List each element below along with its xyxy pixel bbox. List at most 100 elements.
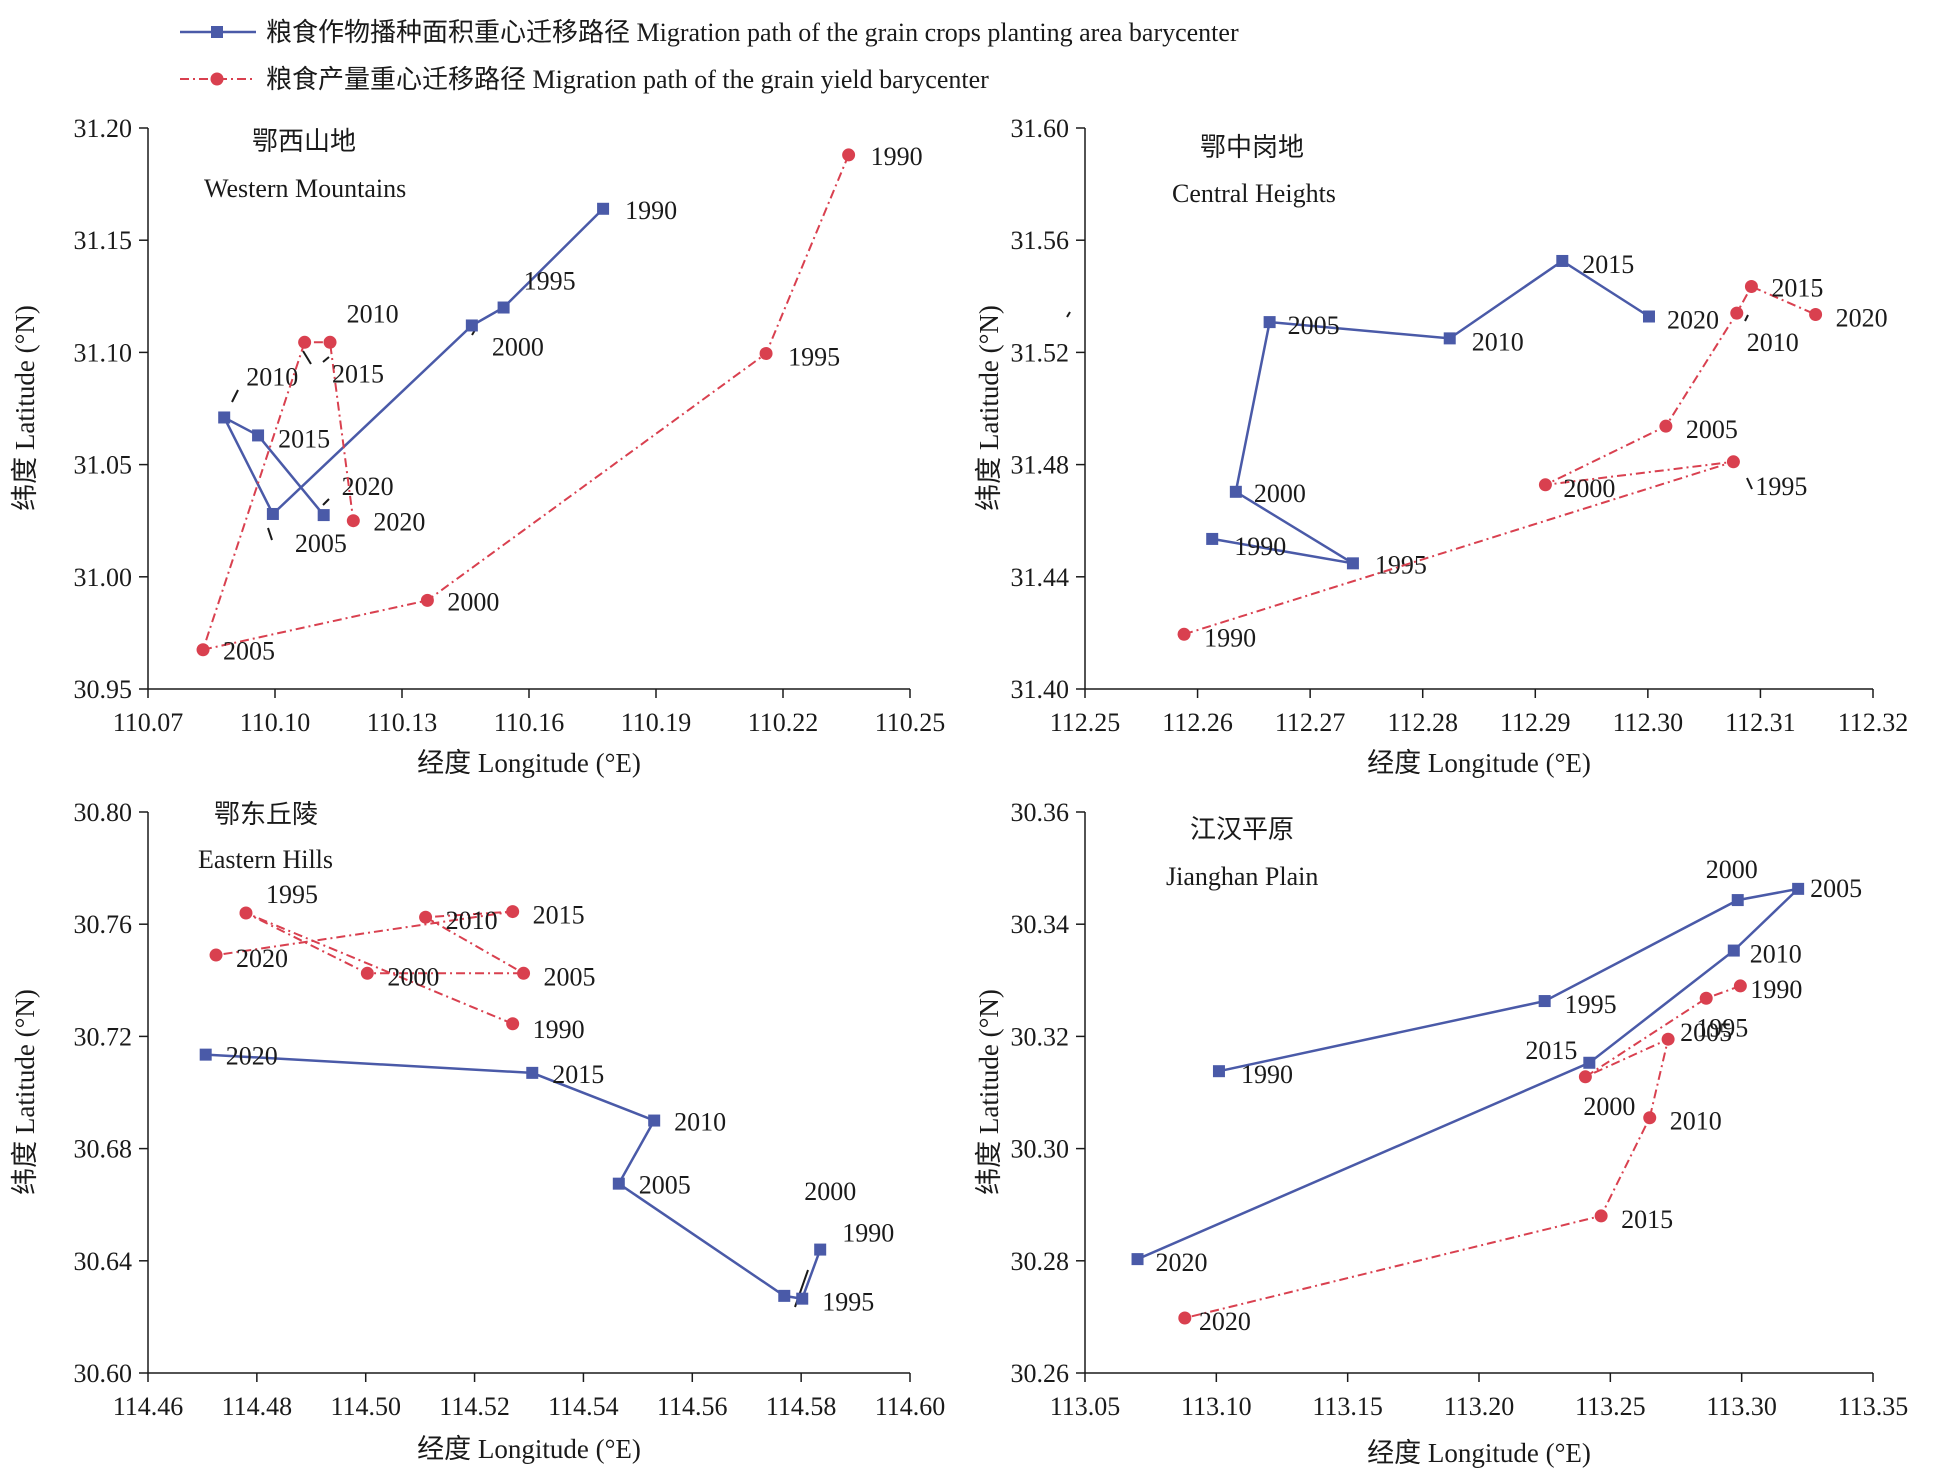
x-tick-label: 113.30 xyxy=(1706,1392,1777,1421)
data-point-square xyxy=(1346,557,1359,570)
x-axis-title: 经度 Longitude (°E) xyxy=(1367,748,1591,778)
data-point-square xyxy=(317,509,330,522)
data-point-square xyxy=(252,429,265,442)
data-point-square xyxy=(497,301,510,314)
label-leader-line xyxy=(1744,314,1749,322)
data-point-circle xyxy=(1733,979,1747,993)
data-point-square xyxy=(1727,944,1740,957)
point-year-label: 1995 xyxy=(788,343,840,372)
x-tick-label: 114.46 xyxy=(113,1392,184,1421)
data-point-square xyxy=(526,1066,539,1079)
panel-title-cn: 鄂东丘陵 xyxy=(214,800,318,829)
data-point-circle xyxy=(1177,627,1191,641)
point-year-label: 2005 xyxy=(544,962,596,991)
y-tick-label: 30.34 xyxy=(1011,910,1070,939)
x-tick-label: 113.05 xyxy=(1050,1392,1121,1421)
data-point-circle xyxy=(346,514,360,528)
data-point-circle xyxy=(1699,991,1713,1005)
x-tick-label: 110.22 xyxy=(748,708,819,737)
point-year-label: 1990 xyxy=(1204,623,1256,652)
point-year-label: 2010 xyxy=(1670,1107,1722,1136)
x-tick-label: 113.20 xyxy=(1444,1392,1515,1421)
point-year-label: 2015 xyxy=(278,424,330,453)
point-year-label: 2015 xyxy=(1771,273,1823,302)
y-axis-title: 纬度 Latitude (°N) xyxy=(974,989,1004,1195)
data-point-square xyxy=(796,1292,809,1305)
point-year-label: 2005 xyxy=(1810,874,1862,903)
point-year-label: 1995 xyxy=(1375,550,1427,579)
data-point-circle xyxy=(1726,455,1740,469)
point-year-label: 2020 xyxy=(1156,1248,1208,1277)
data-point-circle xyxy=(1178,1311,1192,1325)
x-tick-label: 112.27 xyxy=(1275,708,1346,737)
point-year-label: 2020 xyxy=(226,1042,278,1071)
y-tick-label: 30.32 xyxy=(1011,1022,1070,1051)
x-tick-label: 110.25 xyxy=(875,708,946,737)
x-tick-label: 112.30 xyxy=(1613,708,1684,737)
data-point-square xyxy=(778,1289,791,1302)
y-tick-label: 30.76 xyxy=(74,910,133,939)
data-point-circle xyxy=(239,906,253,920)
point-year-label: 2010 xyxy=(347,299,399,328)
point-year-label: 2010 xyxy=(1747,328,1799,357)
point-year-label: 2015 xyxy=(552,1060,604,1089)
data-point-square xyxy=(1229,485,1242,498)
y-axis-title: 纬度 Latitude (°N) xyxy=(974,305,1004,511)
point-year-label: 2005 xyxy=(295,529,347,558)
panel-title-en: Central Heights xyxy=(1172,179,1336,208)
data-point-square xyxy=(218,411,231,424)
point-year-label: 2015 xyxy=(332,359,384,388)
y-tick-label: 30.80 xyxy=(74,798,133,827)
point-year-label: 2000 xyxy=(387,962,439,991)
x-tick-label: 112.32 xyxy=(1838,708,1909,737)
point-year-label: 2015 xyxy=(1525,1036,1577,1065)
x-tick-label: 112.28 xyxy=(1387,708,1458,737)
y-tick-label: 30.60 xyxy=(74,1359,133,1388)
y-tick-label: 31.40 xyxy=(1011,675,1070,704)
data-point-circle xyxy=(196,643,210,657)
data-point-square xyxy=(1263,316,1276,329)
y-tick-label: 31.56 xyxy=(1011,226,1070,255)
point-year-label: 2000 xyxy=(492,332,544,361)
data-point-square xyxy=(1731,894,1744,907)
x-tick-label: 112.25 xyxy=(1050,708,1121,737)
y-tick-label: 31.00 xyxy=(74,563,133,592)
x-tick-label: 114.60 xyxy=(875,1392,946,1421)
point-year-label: 2010 xyxy=(674,1108,726,1137)
point-year-label: 2005 xyxy=(1680,1018,1732,1047)
data-point-square xyxy=(612,1177,625,1190)
x-tick-label: 114.54 xyxy=(548,1392,619,1421)
y-tick-label: 30.26 xyxy=(1011,1359,1070,1388)
data-point-circle xyxy=(506,1017,520,1031)
point-year-label: 2000 xyxy=(1706,855,1758,884)
x-tick-label: 113.10 xyxy=(1181,1392,1252,1421)
panel-title-cn: 江汉平原 xyxy=(1190,815,1294,844)
data-point-square xyxy=(1212,1065,1225,1078)
y-tick-label: 31.60 xyxy=(1011,114,1070,143)
label-leader-line xyxy=(302,350,312,365)
point-year-label: 2000 xyxy=(1563,474,1615,503)
y-tick-label: 30.28 xyxy=(1011,1247,1070,1276)
point-year-label: 2015 xyxy=(1582,250,1634,279)
label-leader-line xyxy=(322,356,330,363)
label-leader-line xyxy=(322,498,330,506)
chart-panel: 113.05 113.10 113.15 113.20 113.25 113.30 113.… xyxy=(974,798,1908,1468)
chart-panel: 114.46 114.48 114.50 114.52 114.54 114.56 114.… xyxy=(10,798,945,1464)
data-point-square xyxy=(648,1114,661,1127)
legend: 粮食作物播种面积重心迁移路径 Migration path of the gra… xyxy=(180,18,1239,94)
data-point-circle xyxy=(420,593,434,607)
legend-area-marker xyxy=(211,26,223,38)
point-year-label: 2005 xyxy=(223,637,275,666)
point-year-label: 2005 xyxy=(1288,311,1340,340)
point-year-label: 2005 xyxy=(639,1171,691,1200)
series-line-yield xyxy=(1184,984,1741,1319)
data-point-square xyxy=(199,1048,212,1061)
point-year-label: 1995 xyxy=(266,880,318,909)
x-tick-label: 110.10 xyxy=(240,708,311,737)
x-tick-label: 110.13 xyxy=(367,708,438,737)
y-tick-label: 30.30 xyxy=(1011,1135,1070,1164)
data-point-square xyxy=(1131,1253,1144,1266)
label-leader-line xyxy=(267,527,273,541)
data-point-square xyxy=(1206,532,1219,545)
